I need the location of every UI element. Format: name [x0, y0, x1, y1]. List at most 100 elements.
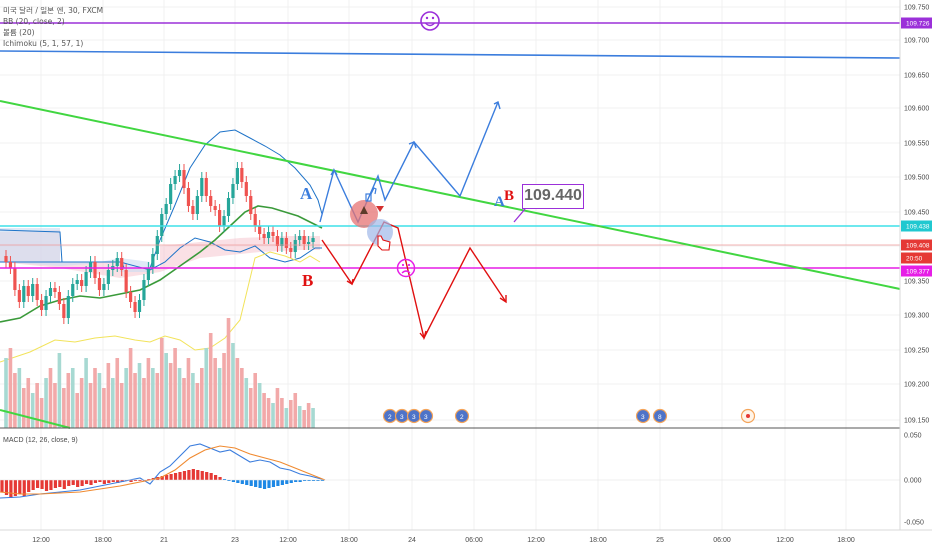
event-badge-count: 3: [412, 414, 416, 421]
candle-body: [160, 214, 164, 236]
resistance-line-blue[interactable]: [0, 50, 901, 59]
time-axis-label: 18:00: [340, 537, 358, 544]
volume-bar: [244, 378, 249, 428]
sad-face-icon[interactable]: [396, 258, 416, 278]
volume-bar: [115, 358, 120, 428]
event-badge[interactable]: 8: [652, 408, 668, 424]
volume-bar: [48, 368, 53, 428]
macd-histogram-bar: [245, 480, 249, 485]
time-axis[interactable]: 12:00 18:00 21 23 12:00 18:00 24 06:00 12:00 18:0…: [32, 537, 855, 544]
volume-bar: [22, 388, 26, 428]
macd-histogram-bar: [36, 480, 40, 488]
candle-body: [298, 236, 302, 240]
macd-histogram-bar: [240, 480, 244, 484]
volume-bar: [57, 353, 62, 428]
time-axis-label: 18:00: [94, 537, 112, 544]
macd-histogram-bar: [67, 480, 71, 486]
candle-body: [222, 216, 226, 226]
event-badge[interactable]: 3: [406, 408, 422, 424]
volume-bar: [262, 393, 266, 428]
volume-bar: [75, 393, 79, 428]
event-badge[interactable]: 3: [635, 408, 651, 424]
candle-body: [240, 168, 244, 182]
candle-body: [218, 210, 222, 226]
event-badge[interactable]: 3: [394, 408, 410, 424]
volume-bar: [164, 353, 168, 428]
macd-legend: MACD (12, 26, close, 9): [3, 437, 78, 444]
macd-histogram-bar: [147, 479, 151, 480]
candle-body: [258, 226, 262, 234]
macd-signal-line: [0, 445, 326, 495]
macd-axis-label: 0.000: [904, 478, 922, 485]
price-callout[interactable]: 109.440: [522, 184, 584, 209]
candle-body: [253, 214, 257, 226]
event-badge-dot[interactable]: [740, 408, 756, 424]
volume-bar: [213, 358, 217, 428]
macd-line: [0, 443, 326, 499]
candle-body: [209, 196, 213, 206]
volume-bar: [111, 378, 115, 428]
price-axis-label: 109.450: [904, 210, 929, 217]
event-badge[interactable]: 2: [454, 408, 470, 424]
volume-bar: [106, 363, 111, 428]
candle-body: [8, 262, 13, 268]
event-badges[interactable]: 2 3 3 3 2 3 8: [382, 408, 756, 424]
macd-histogram-bar: [196, 470, 200, 480]
pointer-hand-icon[interactable]: [377, 235, 391, 251]
macd-histogram-bar: [102, 480, 106, 484]
price-axis-label: 109.500: [904, 175, 929, 182]
candle-body: [35, 284, 39, 300]
volume-bar: [302, 410, 306, 428]
candle-body: [164, 204, 168, 214]
volume-bar: [173, 348, 177, 428]
macd-histogram-bar: [76, 480, 80, 487]
event-badge-count: 2: [388, 414, 392, 421]
candle-body: [44, 296, 48, 310]
macd-histogram-bar: [98, 480, 102, 482]
trend-line-green[interactable]: [0, 100, 901, 290]
volume-bar: [142, 378, 146, 428]
candle-body: [106, 270, 110, 284]
scenario-path-red[interactable]: [321, 221, 507, 341]
time-axis-label: 25: [656, 537, 664, 544]
candle-body: [129, 292, 133, 302]
macd-histogram-bar: [191, 469, 195, 480]
chart-legend[interactable]: 미국 달러 / 일본 엔, 30, FXCM BB (20, close, 2)…: [3, 5, 103, 49]
scenario-path-blue[interactable]: [319, 100, 501, 224]
event-badge[interactable]: 2: [382, 408, 398, 424]
macd-histogram-bar: [62, 480, 66, 489]
volume-bar: [13, 373, 17, 428]
event-badge-count: 3: [400, 414, 404, 421]
candle-body: [262, 234, 266, 238]
thumbs-up-icon[interactable]: [365, 187, 377, 202]
time-axis-label: 23: [231, 537, 239, 544]
callout-pointer: [513, 208, 526, 223]
volume-bar: [128, 348, 133, 428]
macd-histogram-bar: [200, 471, 204, 480]
event-badge[interactable]: 3: [418, 408, 434, 424]
legend-volume[interactable]: 볼륨 (20): [3, 28, 35, 37]
candle-body: [284, 238, 288, 248]
price-axis[interactable]: 109.750 109.700 109.650 109.600 109.550 109.5…: [904, 5, 929, 425]
flag-icon[interactable]: [360, 206, 384, 214]
macd-histogram-bar: [262, 480, 267, 489]
price-tag: [901, 265, 932, 277]
volume-bar: [235, 358, 240, 428]
trend-line-green-lower[interactable]: [0, 409, 71, 429]
macd-histogram-bar: [120, 480, 124, 482]
macd-histogram-bar: [209, 473, 213, 480]
macd-histogram-bar: [13, 480, 17, 496]
macd-histogram-bar: [276, 480, 280, 486]
volume-bar: [44, 378, 48, 428]
smiley-icon[interactable]: [420, 11, 440, 31]
volume-bar: [62, 388, 66, 428]
legend-ichimoku[interactable]: Ichimoku (5, 1, 57, 1): [3, 39, 84, 48]
volume-bars: [4, 318, 315, 428]
legend-symbol[interactable]: 미국 달러 / 일본 엔, 30, FXCM: [3, 6, 104, 15]
legend-bb[interactable]: BB (20, close, 2): [3, 17, 65, 26]
event-badge-count: 3: [641, 414, 645, 421]
volume-bar: [88, 383, 93, 428]
volume-bar: [133, 373, 137, 428]
